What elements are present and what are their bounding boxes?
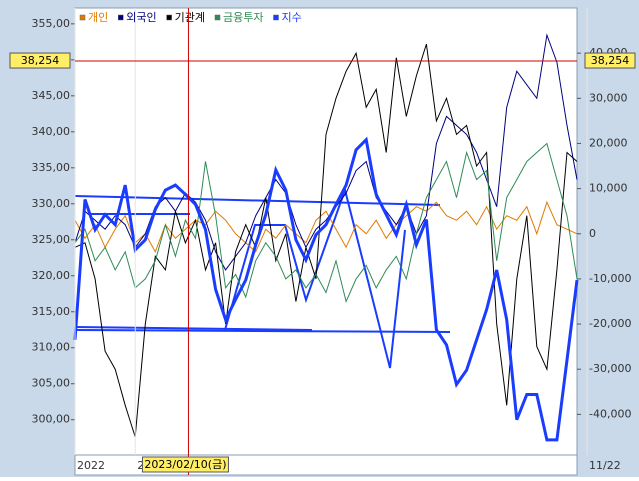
y2-tick-label: 20,000 xyxy=(589,136,628,149)
crosshair-box xyxy=(584,52,636,69)
y-tick-label: 315,00 xyxy=(32,305,71,318)
series-line xyxy=(73,136,579,442)
crosshair-box xyxy=(141,456,229,473)
legend-label: 금융투자 xyxy=(223,11,263,24)
series-line xyxy=(74,142,578,304)
legend-label: 개인 xyxy=(88,11,108,24)
legend-swatch xyxy=(166,14,172,21)
trendline xyxy=(74,329,451,333)
y2-tick-label: -30,000 xyxy=(589,362,631,375)
y-tick-label: 335,00 xyxy=(32,161,71,174)
crosshair-y2-label: 38,254 xyxy=(591,54,630,67)
y-tick-label: 305,00 xyxy=(32,377,71,390)
y-tick-label: 345,00 xyxy=(32,89,71,102)
x-tick-label: 11/22 xyxy=(589,459,621,472)
y-tick-label: 320,00 xyxy=(32,269,71,282)
y-tick-label: 355,00 xyxy=(32,17,71,30)
series-line xyxy=(74,200,578,253)
y2-tick-label: 30,000 xyxy=(589,91,628,104)
legend-swatch xyxy=(273,14,279,21)
y-tick-label: 330,00 xyxy=(32,197,71,210)
y2-tick-label: -10,000 xyxy=(589,272,631,285)
y2-tick-label: -40,000 xyxy=(589,407,631,420)
y2-tick-label: 0 xyxy=(589,227,596,240)
y-tick-label: 340,00 xyxy=(32,125,71,138)
legend-label: 기관계 xyxy=(175,11,205,24)
x-tick-label: 2022 xyxy=(77,459,105,472)
y-tick-label: 310,00 xyxy=(32,341,71,354)
y-tick-label: 300,00 xyxy=(32,413,71,426)
trendline xyxy=(224,186,406,369)
crosshair-y-label: 38,254 xyxy=(21,54,60,67)
crosshair-x-label: 2023/02/10(금) xyxy=(144,458,226,471)
legend-swatch xyxy=(118,14,124,21)
crosshair-box xyxy=(9,52,71,69)
legend-swatch xyxy=(214,14,221,21)
y-tick-label: 325,00 xyxy=(32,233,71,246)
trendline xyxy=(74,326,313,331)
y2-tick-label: 10,000 xyxy=(589,182,628,195)
series-line xyxy=(74,43,578,438)
legend-swatch xyxy=(79,14,86,21)
legend-label: 외국인 xyxy=(126,11,156,24)
legend-label: 지수 xyxy=(281,11,301,24)
series-layer xyxy=(73,33,579,442)
y2-tick-label: -20,000 xyxy=(589,317,631,330)
